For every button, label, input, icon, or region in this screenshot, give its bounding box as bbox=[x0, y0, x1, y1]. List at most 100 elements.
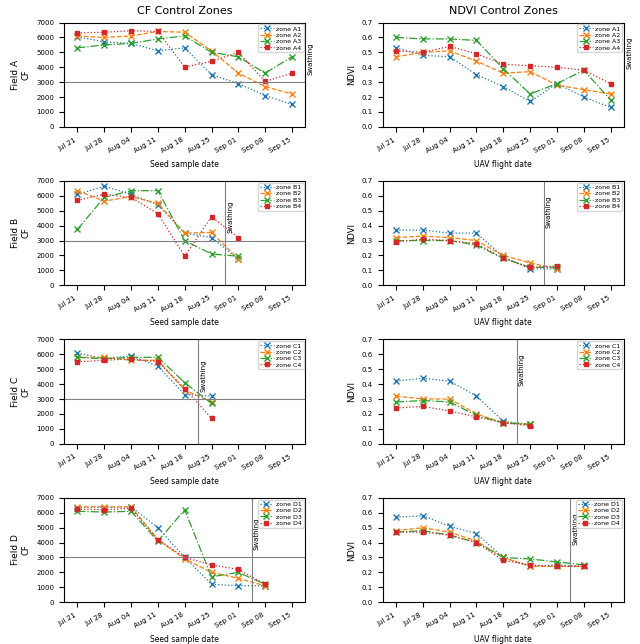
zone A2 bbox=[261, 82, 269, 90]
zone C4 bbox=[446, 407, 454, 415]
zone B3 bbox=[100, 193, 108, 201]
zone B2 bbox=[234, 255, 242, 263]
zone C3 bbox=[154, 354, 162, 361]
zone B2 bbox=[499, 252, 507, 260]
zone D1 bbox=[580, 563, 588, 571]
Line: zone C1: zone C1 bbox=[393, 375, 533, 427]
zone D2 bbox=[127, 503, 135, 511]
zone C1 bbox=[499, 417, 507, 425]
zone D4 bbox=[580, 563, 588, 571]
zone C4 bbox=[207, 415, 215, 422]
Line: zone C3: zone C3 bbox=[393, 398, 533, 427]
zone B1 bbox=[127, 191, 135, 198]
zone B4 bbox=[127, 193, 135, 201]
zone A2 bbox=[580, 86, 588, 93]
Line: zone B4: zone B4 bbox=[76, 193, 241, 258]
zone B1 bbox=[526, 265, 534, 272]
Title: NDVI Control Zones: NDVI Control Zones bbox=[449, 6, 557, 16]
zone B3 bbox=[526, 263, 534, 271]
zone A1 bbox=[607, 104, 614, 111]
zone B3 bbox=[499, 254, 507, 262]
zone A2 bbox=[181, 28, 189, 36]
zone A3 bbox=[392, 33, 400, 41]
zone A2 bbox=[74, 32, 81, 40]
zone A1 bbox=[580, 93, 588, 101]
zone A2 bbox=[392, 53, 400, 61]
zone A2 bbox=[207, 47, 215, 55]
Text: Field C: Field C bbox=[12, 377, 20, 407]
Text: Field D: Field D bbox=[12, 535, 20, 565]
zone C1 bbox=[74, 349, 81, 357]
zone A3 bbox=[127, 39, 135, 47]
zone B3 bbox=[553, 263, 561, 271]
zone D3 bbox=[234, 569, 242, 576]
zone A2 bbox=[234, 70, 242, 77]
zone A3 bbox=[154, 35, 162, 43]
zone B3 bbox=[154, 187, 162, 194]
zone A3 bbox=[526, 90, 534, 98]
zone B3 bbox=[127, 187, 135, 194]
Text: Swathing: Swathing bbox=[227, 201, 233, 233]
zone B4 bbox=[181, 252, 189, 260]
zone A4 bbox=[261, 77, 269, 85]
zone C3 bbox=[74, 354, 81, 361]
zone C3 bbox=[392, 398, 400, 406]
zone D1 bbox=[100, 504, 108, 511]
Legend: zone A1, zone A2, zone A3, zone A4: zone A1, zone A2, zone A3, zone A4 bbox=[577, 24, 622, 52]
zone A1 bbox=[526, 98, 534, 106]
zone D3 bbox=[74, 507, 81, 515]
zone C4 bbox=[154, 358, 162, 366]
zone A3 bbox=[100, 41, 108, 49]
Text: Field B: Field B bbox=[12, 218, 20, 248]
Line: zone B1: zone B1 bbox=[75, 184, 241, 262]
zone A4 bbox=[446, 43, 454, 50]
zone B3 bbox=[392, 237, 400, 245]
zone C3 bbox=[100, 355, 108, 363]
Text: Swathing: Swathing bbox=[626, 37, 632, 70]
Line: zone A3: zone A3 bbox=[75, 33, 295, 76]
zone B3 bbox=[207, 250, 215, 258]
zone C1 bbox=[100, 355, 108, 363]
zone D3 bbox=[473, 539, 481, 547]
zone D2 bbox=[526, 563, 534, 571]
Line: zone C4: zone C4 bbox=[394, 404, 532, 428]
zone C2 bbox=[392, 392, 400, 400]
zone D3 bbox=[154, 537, 162, 545]
zone C2 bbox=[127, 356, 135, 364]
Legend: zone C1, zone C2, zone C3, zone C4: zone C1, zone C2, zone C3, zone C4 bbox=[258, 341, 303, 370]
zone D2 bbox=[392, 527, 400, 535]
zone D1 bbox=[181, 554, 189, 562]
zone B2 bbox=[181, 229, 189, 237]
zone A2 bbox=[553, 81, 561, 89]
zone B4 bbox=[207, 213, 215, 221]
zone A3 bbox=[473, 37, 481, 44]
Line: zone D1: zone D1 bbox=[393, 513, 586, 569]
zone C4 bbox=[526, 422, 534, 430]
zone A4 bbox=[580, 66, 588, 74]
Line: zone A2: zone A2 bbox=[75, 29, 295, 97]
zone D2 bbox=[473, 537, 481, 545]
zone A4 bbox=[553, 63, 561, 71]
zone C3 bbox=[446, 398, 454, 406]
zone C2 bbox=[207, 398, 215, 406]
zone B2 bbox=[154, 200, 162, 207]
zone A2 bbox=[607, 90, 614, 98]
zone C3 bbox=[499, 419, 507, 427]
zone A2 bbox=[499, 70, 507, 77]
zone A2 bbox=[288, 90, 296, 98]
zone D4 bbox=[74, 505, 81, 513]
zone A4 bbox=[234, 48, 242, 56]
zone A2 bbox=[473, 57, 481, 65]
zone A4 bbox=[392, 47, 400, 55]
zone D1 bbox=[74, 504, 81, 511]
zone D4 bbox=[553, 563, 561, 571]
zone C2 bbox=[419, 395, 427, 403]
Text: Field A: Field A bbox=[12, 60, 20, 90]
zone C1 bbox=[154, 363, 162, 370]
zone A4 bbox=[181, 63, 189, 71]
zone B4 bbox=[499, 254, 507, 262]
zone B1 bbox=[154, 201, 162, 209]
zone D3 bbox=[392, 528, 400, 536]
zone B1 bbox=[100, 182, 108, 190]
Line: zone C3: zone C3 bbox=[75, 355, 214, 406]
